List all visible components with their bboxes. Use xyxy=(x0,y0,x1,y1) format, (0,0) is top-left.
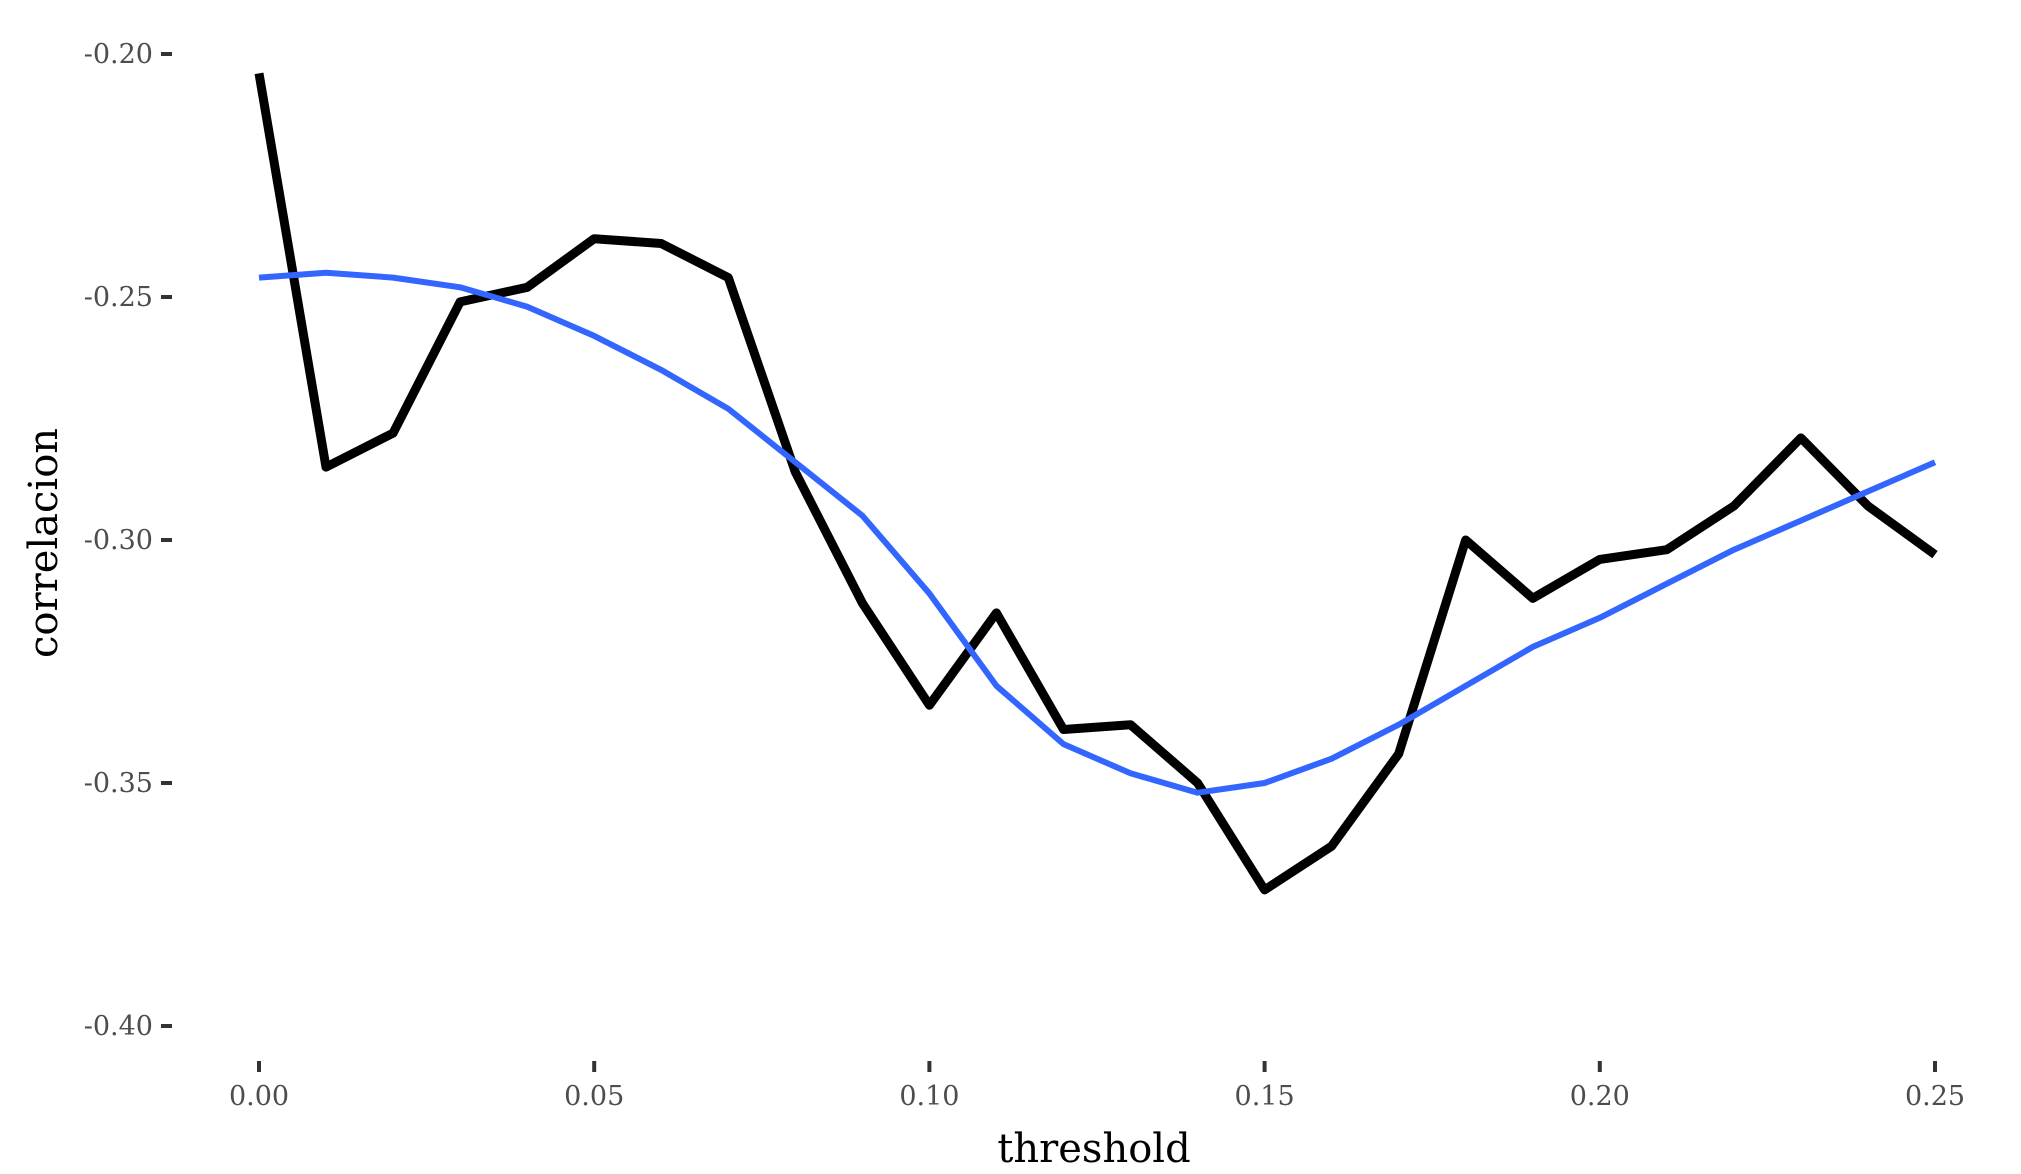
y-tick-label: -0.20 xyxy=(84,39,153,70)
y-tick-label: -0.30 xyxy=(84,525,153,556)
x-tick-label: 0.20 xyxy=(1570,1081,1630,1112)
y-tick-label: -0.25 xyxy=(84,282,153,313)
x-tick-label: 0.10 xyxy=(899,1081,959,1112)
x-tick-label: 0.15 xyxy=(1235,1081,1295,1112)
y-tick-label: -0.40 xyxy=(84,1011,153,1042)
smooth-trend-line xyxy=(258,269,1937,796)
x-tick-label: 0.05 xyxy=(564,1081,624,1112)
correlation-line xyxy=(254,72,1938,895)
x-tick-label: 0.00 xyxy=(229,1081,289,1112)
x-tick-label: 0.25 xyxy=(1905,1081,1965,1112)
y-axis-title: correlacion xyxy=(21,428,67,658)
y-tick-label: -0.35 xyxy=(84,768,153,799)
x-axis: 0.00 0.05 0.10 0.15 0.20 0.25 xyxy=(229,1061,1965,1112)
x-axis-title: threshold xyxy=(997,1126,1190,1172)
series-layer xyxy=(254,72,1938,895)
y-axis: -0.20 -0.25 -0.30 -0.35 -0.40 xyxy=(84,39,172,1042)
